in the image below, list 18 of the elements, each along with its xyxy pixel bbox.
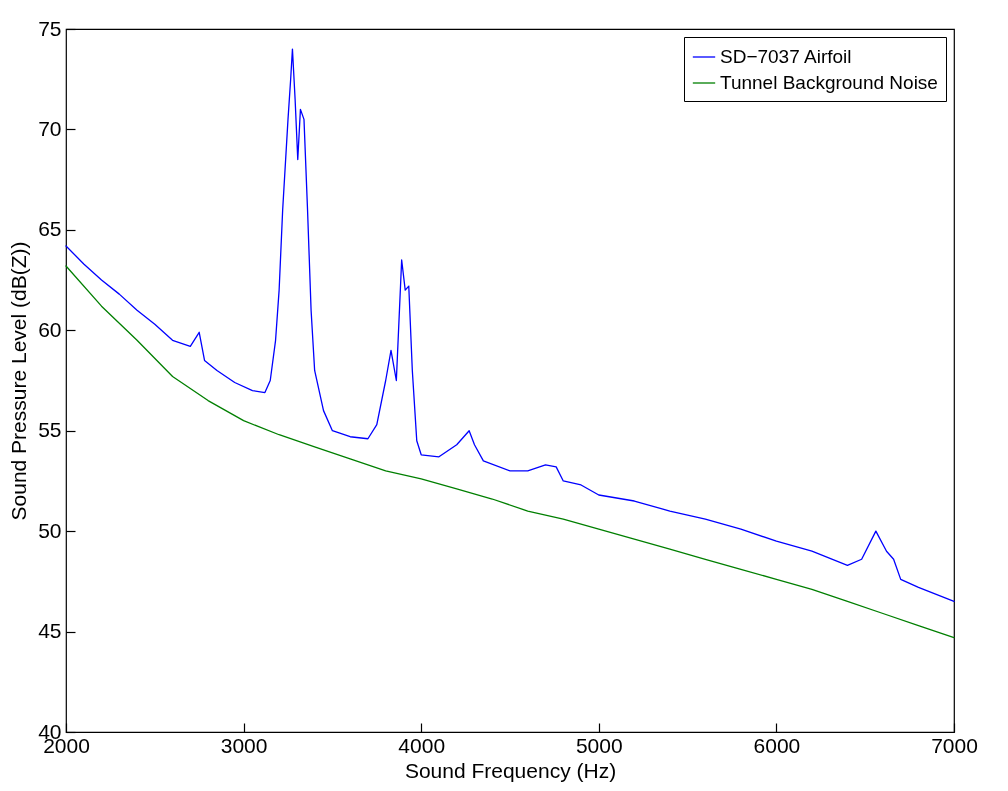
x-tick-label: 4000 [398,733,446,757]
y-tick-label: 45 [38,619,62,643]
y-tick-label: 50 [38,518,62,542]
y-tick-label: 55 [38,418,62,442]
legend-label: Tunnel Background Noise [720,72,938,93]
x-tick-label: 5000 [575,733,623,757]
line-series [65,265,955,639]
x-tick-label: 6000 [753,733,801,757]
y-tick-label: 70 [38,116,62,140]
line-series [65,48,955,603]
y-axis-title: Sound Pressure Level (dB(Z)) [7,241,31,521]
legend-label: SD−7037 Airfoil [720,46,852,67]
y-tick-label: 65 [38,217,62,241]
x-axis-title: Sound Frequency (Hz) [404,758,617,782]
x-tick-label: 3000 [220,733,268,757]
x-tick-label: 7000 [931,733,978,757]
y-tick-label: 75 [38,16,62,40]
y-tick-label: 60 [38,317,62,341]
